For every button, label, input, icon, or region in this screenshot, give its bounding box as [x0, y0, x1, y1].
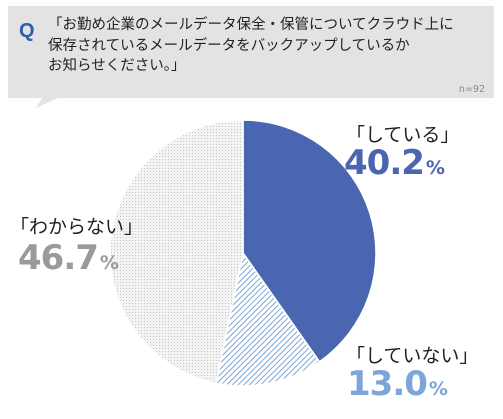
sample-size: n=92: [458, 84, 485, 95]
value-not-doing: 13.0%: [347, 364, 448, 404]
question-mark: Q: [19, 20, 35, 42]
label-doing: 「している」: [346, 124, 460, 146]
value-unknown-number: 46.7: [18, 238, 99, 278]
pie-slice-doing: [242, 119, 377, 363]
value-doing: 40.2%: [344, 143, 445, 183]
value-doing-number: 40.2: [344, 143, 425, 183]
value-unknown-unit: %: [99, 252, 119, 274]
value-doing-unit: %: [425, 157, 445, 179]
value-not-doing-unit: %: [428, 378, 448, 400]
value-unknown: 46.7%: [18, 238, 119, 278]
value-not-doing-number: 13.0: [347, 364, 428, 404]
label-not-doing: 「していない」: [346, 345, 479, 367]
label-unknown: 「わからない」: [10, 216, 144, 238]
pie-slice-unknown: [109, 119, 244, 385]
pie-slice-not-doing: [215, 251, 321, 387]
question-text: 「お勤め企業のメールデータ保全・保管についてクラウド上に 保存されているメールデ…: [48, 17, 454, 74]
